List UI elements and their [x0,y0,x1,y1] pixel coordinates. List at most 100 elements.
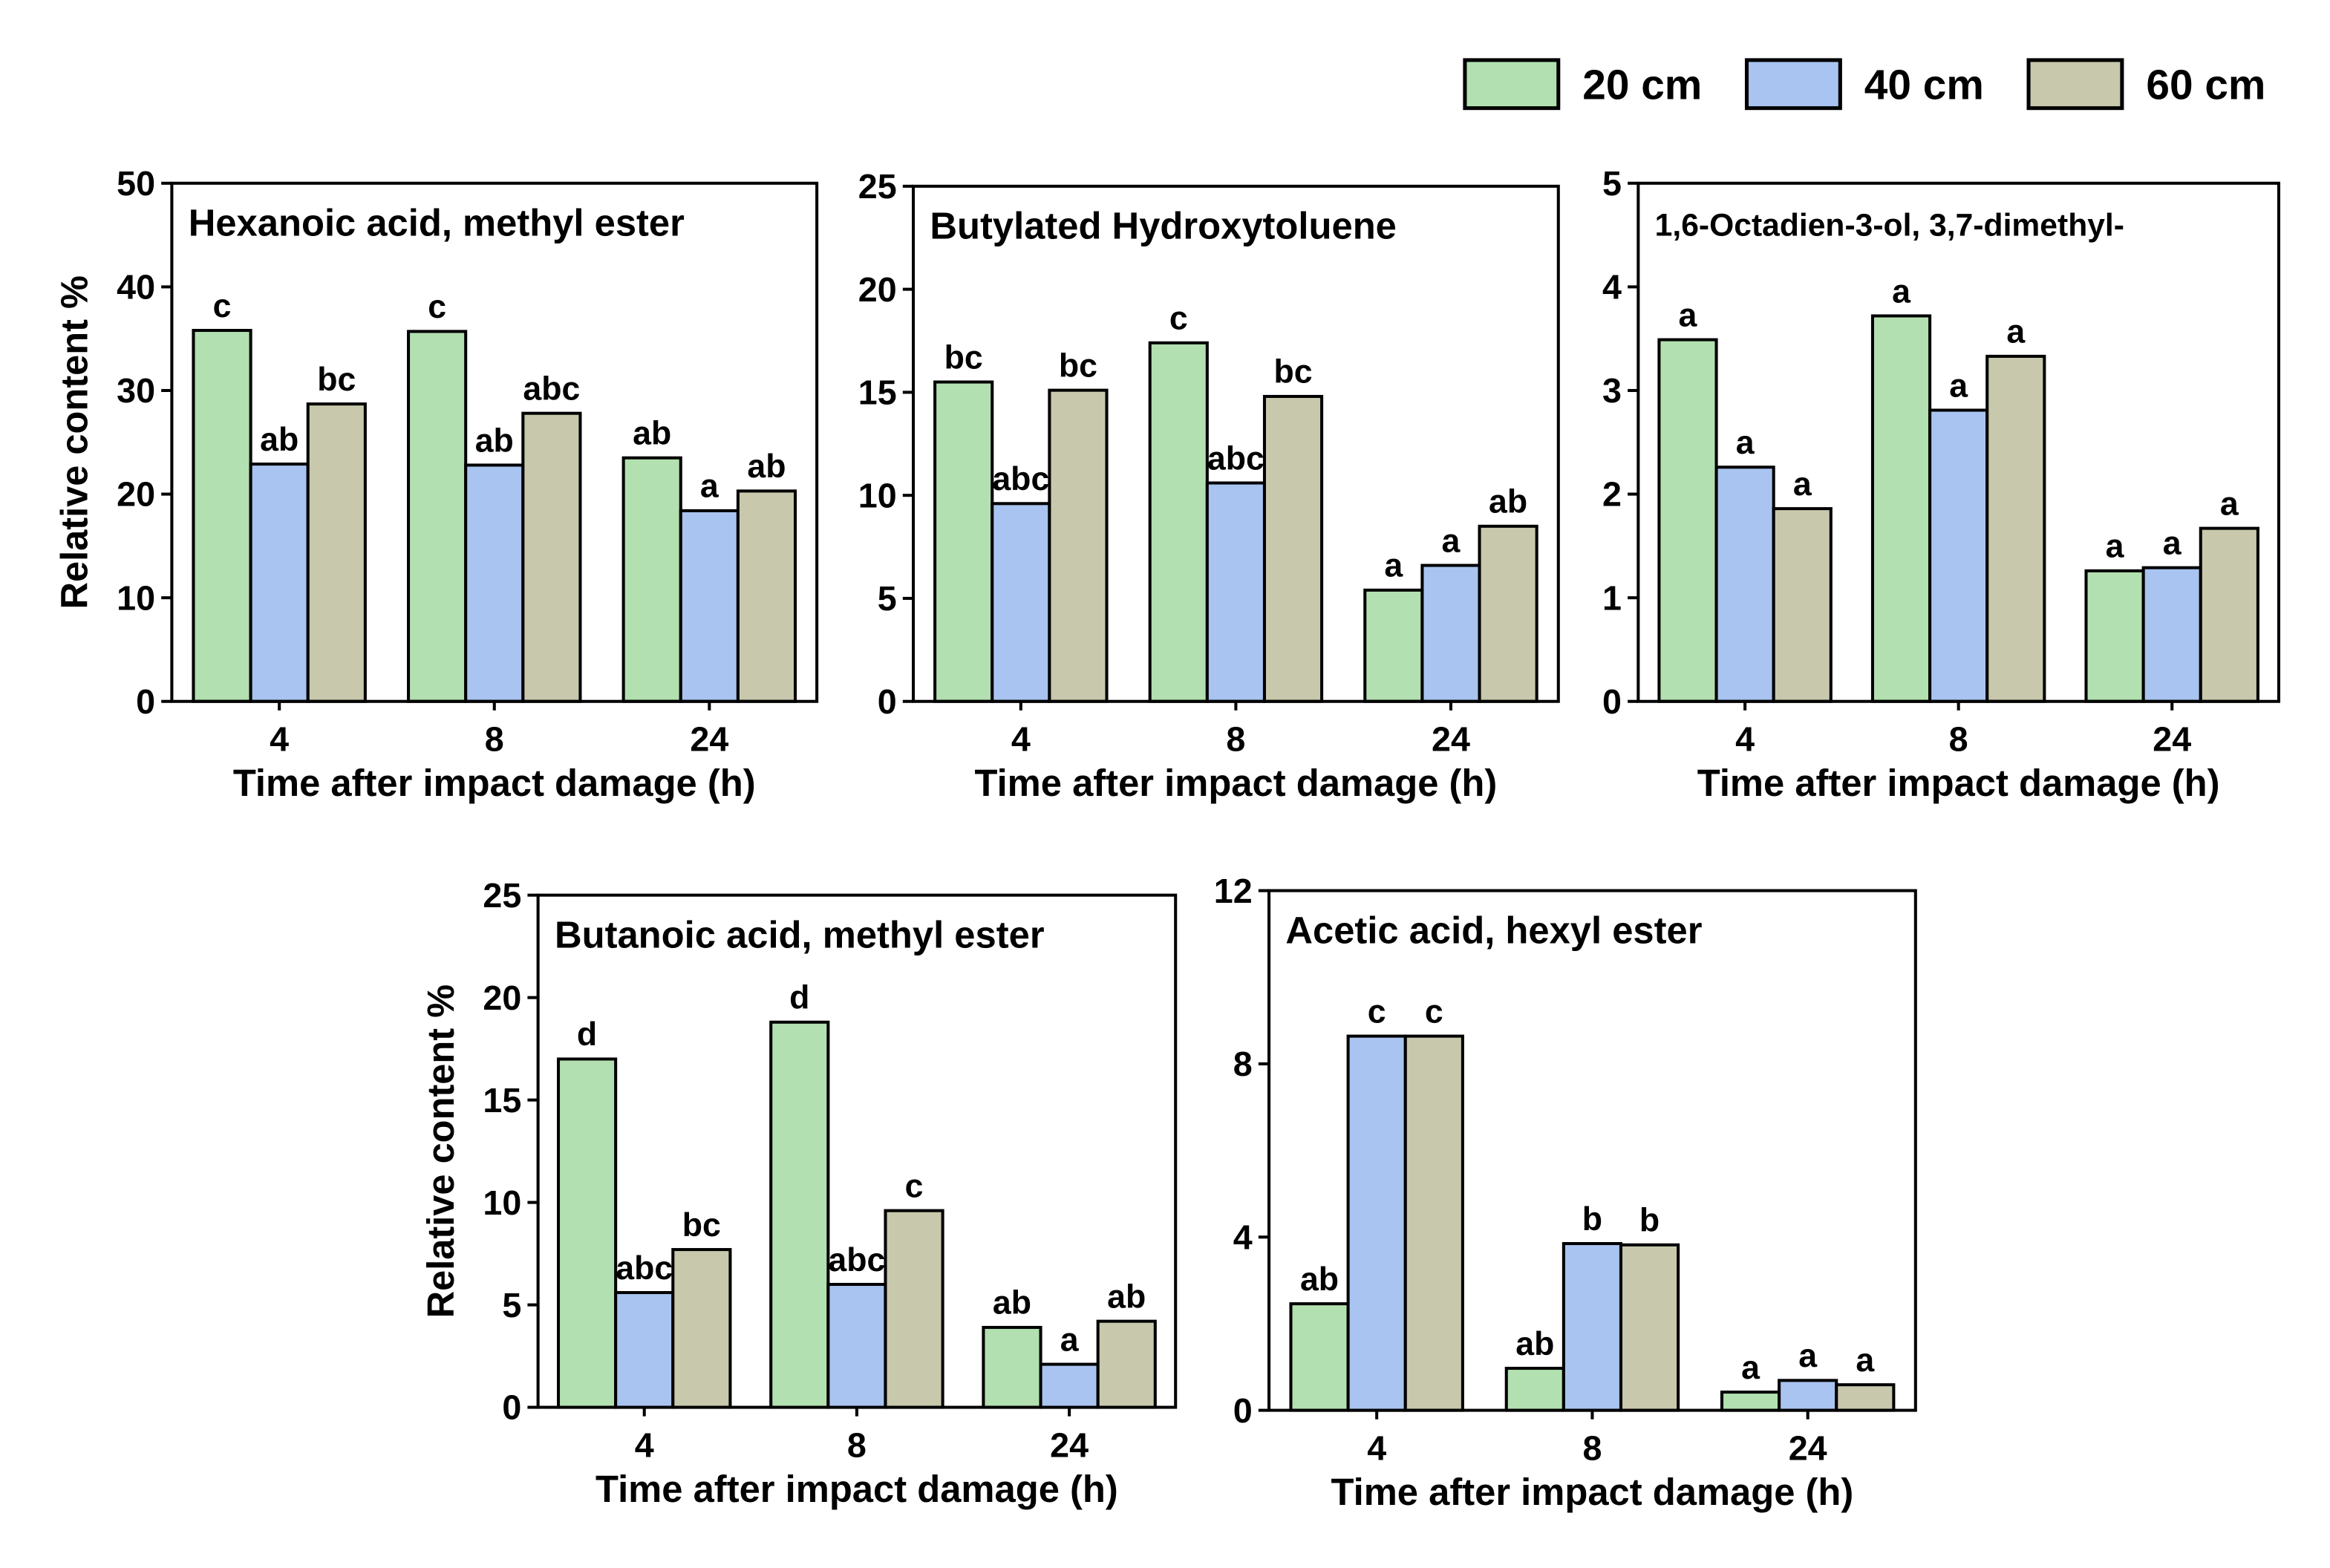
significance-letter: c [1425,993,1443,1030]
significance-letter: abc [992,461,1049,497]
x-axis-label: Time after impact damage (h) [595,1468,1118,1510]
bar [1403,1034,1464,1412]
significance-letter: a [2106,529,2125,565]
bar [2084,569,2145,703]
significance-letter: ab [633,416,671,452]
bar [1262,394,1324,703]
significance-letter: a [2220,486,2239,522]
bar [1835,1383,1896,1412]
significance-letter: a [1384,548,1403,584]
chart-title: Hexanoic acid, methyl ester [189,202,685,244]
significance-letter: a [700,468,719,505]
significance-letter: a [1949,368,1968,404]
y-tick-label: 10 [858,476,897,514]
x-tick-label: 8 [485,720,504,759]
bar [982,1325,1042,1409]
bar [556,1057,618,1409]
y-tick-label: 12 [1214,872,1253,910]
x-tick-label: 8 [1582,1428,1602,1467]
bar [1420,564,1481,703]
significance-letter: abc [523,371,580,408]
y-tick-label: 50 [117,164,155,203]
chart-title: Butylated Hydroxytoluene [930,205,1397,247]
x-axis-label: Time after impact damage (h) [975,762,1498,804]
significance-letter: c [428,289,446,325]
y-tick-label: 10 [483,1183,521,1222]
bar [1870,314,1932,703]
bar [521,411,582,703]
x-tick-label: 8 [1949,720,1968,759]
y-tick-label: 0 [878,682,897,721]
significance-letter: d [577,1016,597,1053]
y-tick-label: 15 [483,1081,521,1120]
significance-letter: ab [1300,1261,1339,1298]
significance-letter: b [1582,1201,1602,1238]
x-tick-label: 4 [1011,720,1031,759]
x-axis-label: Time after impact damage (h) [1331,1471,1854,1513]
y-tick-label: 10 [117,578,155,617]
x-axis-label: Time after impact damage (h) [233,762,756,804]
significance-letter: ab [993,1285,1031,1322]
significance-letter: ab [1515,1326,1554,1362]
y-tick-label: 5 [502,1286,521,1324]
y-axis-label: Relative content % [420,984,462,1319]
bar [1657,338,1718,703]
significance-letter: c [905,1169,924,1205]
significance-letter: a [2163,526,2182,562]
x-tick-label: 24 [690,720,728,759]
bar [1048,388,1109,703]
significance-letter: a [1892,273,1911,310]
significance-letter: a [1679,297,1698,333]
significance-letter: a [2006,314,2026,350]
bar [1772,507,1833,703]
significance-letter: bc [1273,354,1312,391]
significance-letter: ab [747,448,786,485]
bar [407,330,468,703]
y-tick-label: 8 [1233,1045,1253,1083]
bar [933,380,994,703]
bar [621,456,682,703]
bar [1562,1241,1623,1412]
y-tick-label: 20 [858,270,897,309]
bar [1363,588,1424,703]
bar [1148,341,1209,703]
y-tick-label: 1 [1602,578,1622,617]
x-tick-label: 4 [1735,720,1755,759]
chart-title: 1,6-Octadien-3-ol, 3,7-dimethyl- [1655,208,2124,244]
y-tick-label: 2 [1602,475,1622,514]
bar [306,402,367,703]
bar [736,489,797,703]
significance-letter: ab [1107,1279,1146,1316]
significance-letter: a [1793,466,1812,503]
chart-title: Butanoic acid, methyl ester [555,914,1045,956]
bar [826,1282,887,1409]
significance-letter: bc [944,339,983,376]
legend-swatch [1744,58,1842,111]
significance-letter: abc [828,1242,885,1278]
y-tick-label: 5 [878,579,897,618]
x-tick-label: 24 [2153,720,2191,759]
bar [1096,1319,1157,1409]
bar [2141,566,2202,703]
significance-letter: abc [616,1250,673,1287]
significance-letter: bc [1059,347,1097,384]
bar [991,502,1051,703]
bar [614,1290,675,1409]
y-tick-label: 25 [483,876,521,915]
significance-letter: a [1798,1338,1818,1374]
y-tick-label: 0 [1233,1391,1253,1430]
significance-letter: a [1736,425,1755,461]
bar [1720,1391,1781,1412]
y-tick-label: 0 [502,1388,521,1427]
bar [1289,1302,1350,1412]
bar [192,328,252,703]
y-tick-label: 15 [858,373,897,412]
significance-letter: abc [1207,440,1264,477]
bar [1346,1034,1407,1412]
x-tick-label: 8 [847,1425,867,1464]
y-axis-label: Relative content % [53,275,96,610]
y-tick-label: 20 [117,475,155,514]
x-tick-label: 24 [1432,720,1470,759]
legend-swatch [1463,58,1561,111]
